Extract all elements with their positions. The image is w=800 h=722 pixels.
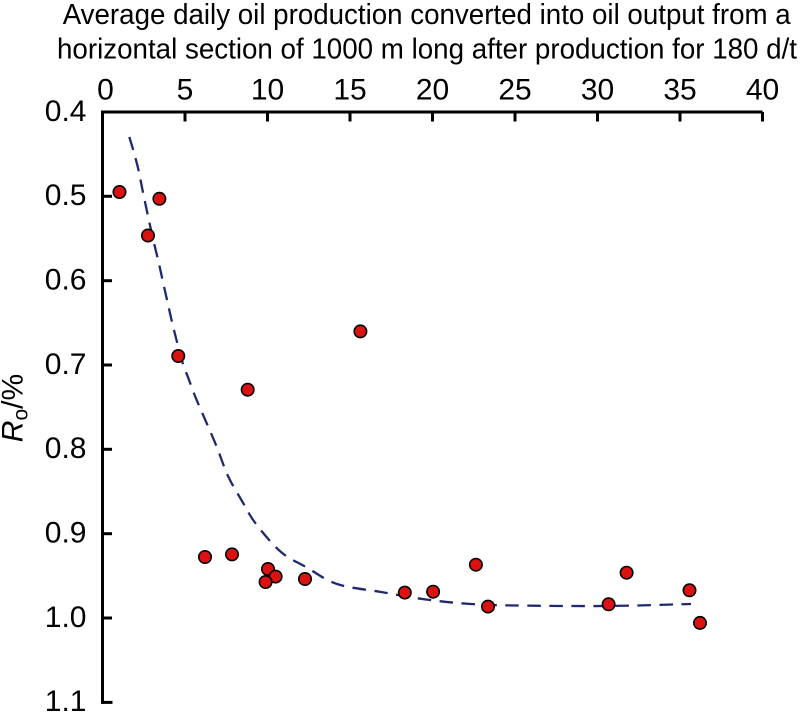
svg-text:Ro/%: Ro/%	[0, 374, 33, 442]
svg-text:Average daily oil production c: Average daily oil production converted i…	[63, 0, 792, 31]
svg-text:30: 30	[581, 74, 614, 107]
svg-text:0: 0	[97, 74, 114, 107]
svg-text:40: 40	[746, 74, 779, 107]
svg-text:1.1: 1.1	[45, 685, 87, 718]
svg-text:25: 25	[498, 74, 531, 107]
svg-text:horizontal section of 1000 m l: horizontal section of 1000 m long after …	[57, 34, 797, 66]
svg-text:15: 15	[333, 74, 366, 107]
svg-text:35: 35	[663, 74, 696, 107]
svg-text:0.8: 0.8	[45, 432, 87, 465]
svg-text:0.5: 0.5	[45, 179, 87, 212]
svg-text:1.0: 1.0	[45, 601, 87, 634]
svg-text:10: 10	[251, 74, 284, 107]
svg-text:0.9: 0.9	[45, 517, 87, 550]
svg-text:5: 5	[177, 74, 194, 107]
svg-text:20: 20	[416, 74, 449, 107]
svg-text:0.6: 0.6	[45, 264, 87, 297]
svg-text:0.7: 0.7	[45, 348, 87, 381]
svg-text:0.4: 0.4	[45, 95, 87, 128]
